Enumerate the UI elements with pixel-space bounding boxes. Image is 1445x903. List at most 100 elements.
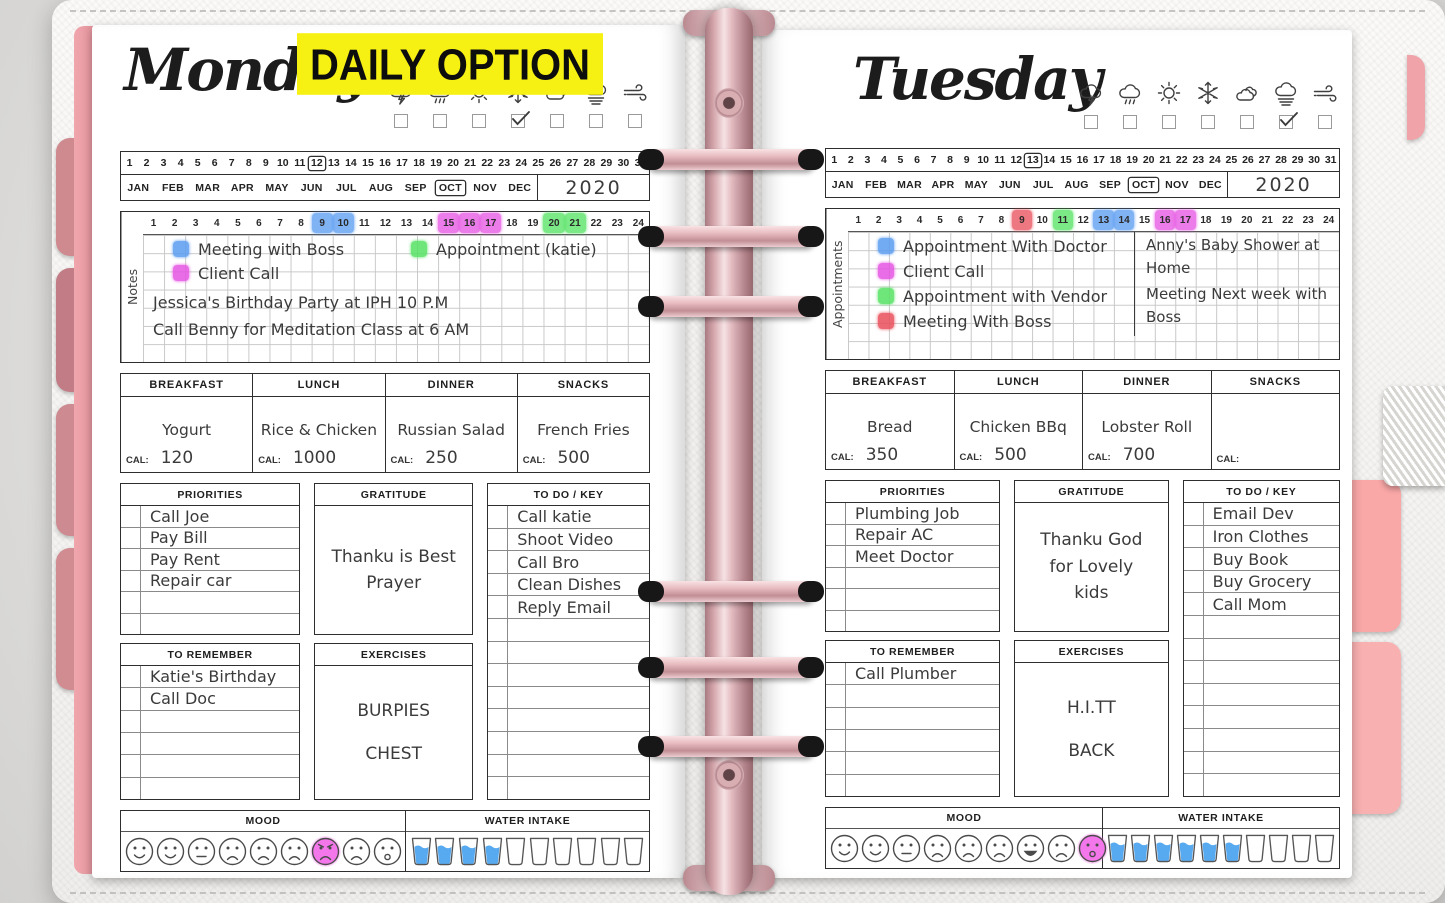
date-cell[interactable]: 1 bbox=[831, 153, 838, 166]
row-text[interactable] bbox=[141, 778, 299, 799]
month-cell[interactable]: NOV bbox=[1165, 178, 1189, 191]
row-checkbox[interactable] bbox=[488, 664, 509, 686]
row-checkbox[interactable] bbox=[488, 732, 509, 754]
date-cell[interactable]: 22 bbox=[1175, 153, 1188, 166]
month-cell[interactable]: JUL bbox=[335, 181, 357, 194]
row-checkbox[interactable] bbox=[121, 613, 141, 634]
row-text[interactable]: Call Joe bbox=[150, 506, 210, 526]
row-checkbox[interactable] bbox=[1184, 570, 1204, 593]
date-cell[interactable]: 4 bbox=[880, 153, 887, 166]
gratitude-text[interactable]: Thanku God for Lovely kids bbox=[1040, 530, 1143, 604]
row-checkbox[interactable] bbox=[826, 567, 846, 588]
row-checkbox[interactable] bbox=[121, 777, 141, 799]
water-glass-empty[interactable] bbox=[528, 837, 551, 866]
water-glass-filled[interactable] bbox=[1175, 834, 1198, 863]
row-text[interactable] bbox=[508, 687, 649, 709]
row-text[interactable]: Call Plumber bbox=[855, 664, 957, 684]
date-cell[interactable]: 19 bbox=[430, 156, 442, 169]
row-checkbox[interactable] bbox=[1184, 616, 1204, 638]
row-text[interactable] bbox=[846, 568, 999, 589]
hour-cell[interactable]: 9 bbox=[1011, 209, 1033, 231]
date-cell[interactable]: 14 bbox=[345, 156, 357, 169]
water-glass-filled[interactable] bbox=[481, 837, 504, 866]
row-text[interactable] bbox=[141, 711, 299, 732]
laugh-face[interactable] bbox=[1015, 833, 1046, 864]
hour-cell[interactable]: 10 bbox=[332, 212, 354, 234]
date-cell[interactable]: 26 bbox=[549, 156, 562, 169]
month-cell[interactable]: APR bbox=[230, 181, 254, 194]
hour-cell[interactable]: 21 bbox=[1261, 214, 1273, 226]
hour-cell[interactable]: 4 bbox=[916, 214, 923, 226]
date-cell[interactable]: 21 bbox=[464, 156, 476, 169]
row-text[interactable]: Call Doc bbox=[150, 689, 216, 709]
weather-checkbox[interactable] bbox=[472, 114, 486, 128]
row-checkbox[interactable] bbox=[121, 570, 141, 591]
date-cell[interactable]: 15 bbox=[1060, 153, 1072, 166]
row-text[interactable]: Reply Email bbox=[517, 597, 611, 617]
month-cell[interactable]: JAN bbox=[831, 178, 854, 191]
neutral-face[interactable] bbox=[186, 836, 217, 867]
date-cell[interactable]: 24 bbox=[515, 156, 528, 169]
hour-cell[interactable]: 11 bbox=[359, 217, 370, 229]
date-cell[interactable]: 29 bbox=[1291, 153, 1304, 166]
hour-cell[interactable]: 11 bbox=[1052, 209, 1073, 231]
cal-value[interactable]: 120 bbox=[160, 448, 194, 468]
date-cell[interactable]: 25 bbox=[532, 156, 545, 169]
surprised-face[interactable] bbox=[1077, 833, 1108, 864]
hour-cell[interactable]: 14 bbox=[1113, 209, 1135, 231]
smile-face[interactable] bbox=[155, 836, 186, 867]
hour-cell[interactable]: 18 bbox=[1200, 214, 1212, 226]
date-cell[interactable]: 6 bbox=[914, 153, 920, 166]
hour-cell[interactable]: 16 bbox=[1154, 209, 1176, 231]
row-checkbox[interactable] bbox=[488, 528, 509, 551]
meal-food[interactable]: Yogurt bbox=[162, 421, 212, 439]
row-checkbox[interactable] bbox=[121, 710, 141, 732]
water-glass-empty[interactable] bbox=[551, 837, 574, 866]
exercise-item[interactable]: BURPIES bbox=[357, 700, 431, 721]
row-checkbox[interactable] bbox=[121, 527, 141, 548]
row-text[interactable]: Shoot Video bbox=[517, 529, 614, 549]
row-checkbox[interactable] bbox=[1184, 525, 1204, 548]
hour-cell[interactable]: 2 bbox=[171, 217, 178, 229]
weather-checkbox[interactable] bbox=[1201, 115, 1215, 129]
hour-cell[interactable]: 19 bbox=[1220, 214, 1232, 226]
date-cell[interactable]: 2 bbox=[143, 156, 150, 169]
row-checkbox[interactable] bbox=[488, 777, 509, 799]
row-checkbox[interactable] bbox=[1184, 661, 1204, 683]
row-checkbox[interactable] bbox=[121, 688, 141, 710]
date-cell[interactable]: 17 bbox=[396, 156, 408, 169]
date-cell[interactable]: 18 bbox=[413, 156, 425, 169]
date-cell[interactable]: 20 bbox=[1142, 153, 1155, 166]
weather-checkbox[interactable] bbox=[394, 114, 408, 128]
cal-value[interactable]: 700 bbox=[1122, 445, 1156, 465]
month-cell[interactable]: MAY bbox=[964, 178, 989, 191]
row-text[interactable] bbox=[1204, 752, 1339, 774]
date-cell[interactable]: 15 bbox=[362, 156, 374, 169]
date-cell[interactable]: 25 bbox=[1225, 153, 1238, 166]
hour-cell[interactable]: 14 bbox=[421, 217, 434, 229]
hour-cell[interactable]: 13 bbox=[400, 217, 413, 229]
row-checkbox[interactable] bbox=[1184, 751, 1204, 774]
exercise-item[interactable]: H.I.TT bbox=[1066, 697, 1116, 718]
hour-cell[interactable]: 6 bbox=[256, 217, 262, 229]
smile-face[interactable] bbox=[860, 833, 891, 864]
month-cell[interactable]: OCT bbox=[1127, 172, 1160, 197]
date-cell[interactable]: 16 bbox=[1076, 153, 1089, 166]
hour-cell[interactable]: 22 bbox=[1282, 214, 1294, 226]
month-cell[interactable]: MAR bbox=[897, 178, 922, 191]
row-checkbox[interactable] bbox=[121, 506, 141, 527]
row-checkbox[interactable] bbox=[488, 506, 509, 528]
row-checkbox[interactable] bbox=[826, 752, 846, 774]
date-cell[interactable]: 13 bbox=[328, 156, 340, 169]
water-glass-empty[interactable] bbox=[575, 837, 598, 866]
date-cell[interactable]: 22 bbox=[481, 156, 494, 169]
row-checkbox[interactable] bbox=[1184, 683, 1204, 706]
cal-value[interactable]: 1000 bbox=[292, 448, 337, 468]
hour-cell[interactable]: 21 bbox=[564, 212, 586, 234]
date-cell[interactable]: 16 bbox=[379, 156, 391, 169]
row-text[interactable] bbox=[1204, 684, 1339, 706]
row-text[interactable]: Call Mom bbox=[1212, 594, 1287, 614]
month-cell[interactable]: MAY bbox=[265, 181, 289, 194]
date-cell[interactable]: 6 bbox=[211, 156, 218, 169]
row-text[interactable]: Repair AC bbox=[855, 525, 934, 545]
